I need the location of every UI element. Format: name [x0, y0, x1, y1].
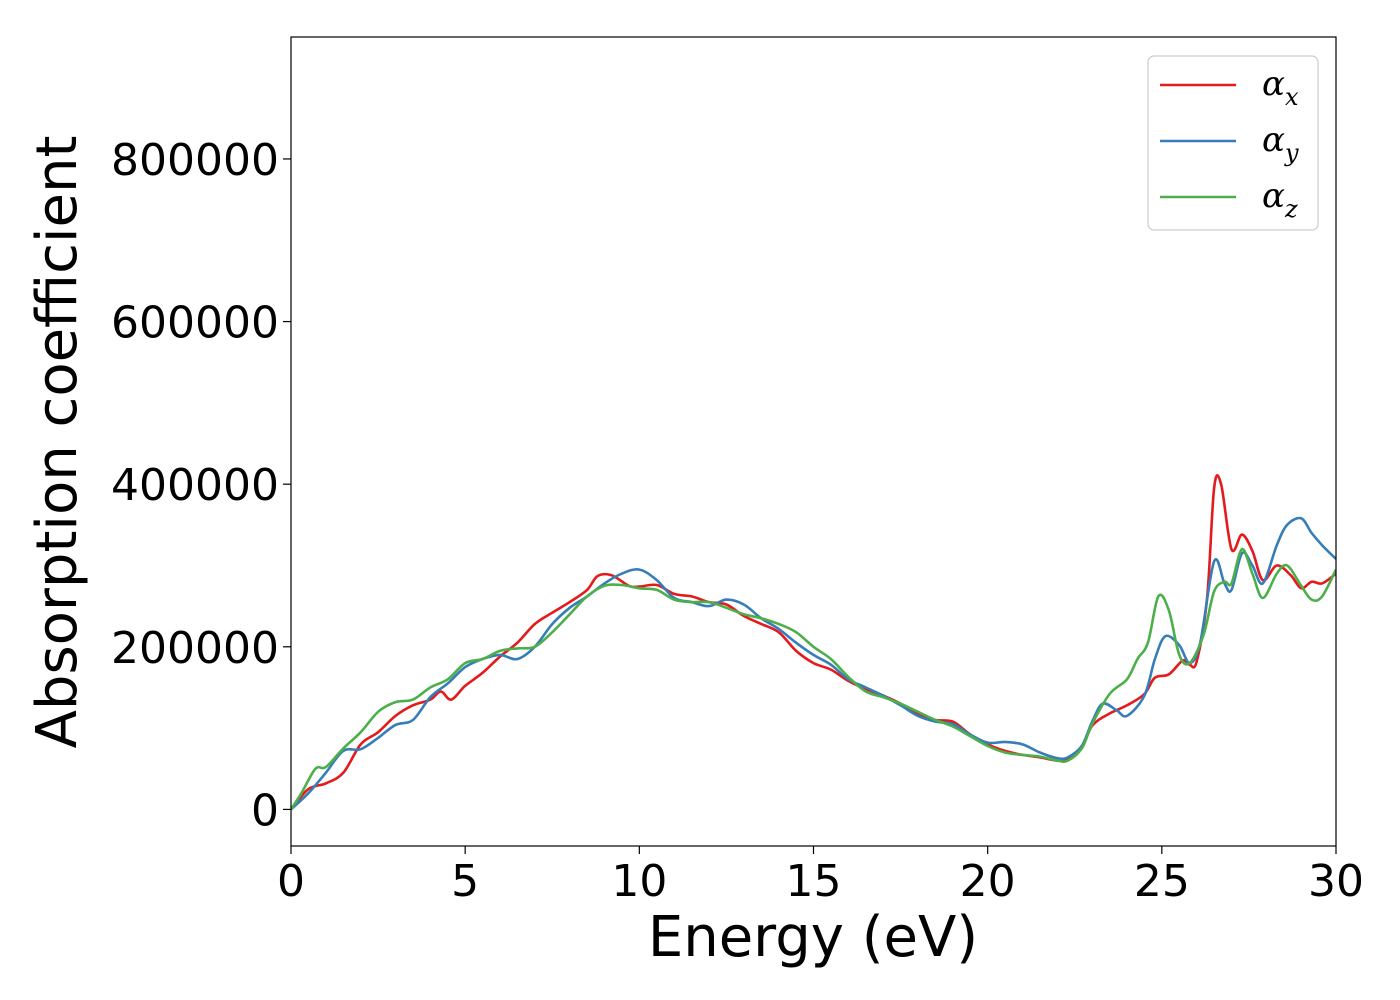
- x-axis-title: Energy (eV): [648, 905, 978, 970]
- legend-label-symbol: α: [1262, 120, 1285, 160]
- x-tick-label: 30: [1308, 856, 1364, 907]
- y-tick-label: 600000: [111, 298, 279, 349]
- legend-label-x: αx: [1262, 64, 1299, 111]
- series-layer: [291, 473, 1336, 811]
- legend-label-symbol: α: [1262, 64, 1285, 104]
- series-line-z: [291, 547, 1336, 811]
- legend-label-subscript: x: [1285, 83, 1299, 111]
- x-tick-label: 10: [611, 856, 667, 907]
- legend-label-subscript: y: [1284, 139, 1299, 167]
- x-tick-label: 20: [960, 856, 1016, 907]
- y-tick-label: 200000: [111, 623, 279, 674]
- legend-label-subscript: z: [1284, 195, 1298, 223]
- series-line-x: [291, 473, 1336, 811]
- legend-box: [1147, 55, 1319, 231]
- y-axis-title: Absorption coefficient: [25, 136, 90, 749]
- y-axis: 0 200000 400000 600000 800000: [111, 135, 291, 836]
- x-tick-label: 25: [1134, 856, 1190, 907]
- legend-label-y: αy: [1262, 120, 1299, 167]
- x-axis: 0 5 10 15 20 25 30: [277, 846, 1364, 907]
- y-tick-label: 0: [251, 785, 279, 836]
- y-tick-label: 800000: [111, 135, 279, 186]
- y-tick-label: 400000: [111, 460, 279, 511]
- x-tick-label: 15: [786, 856, 842, 907]
- x-tick-label: 0: [277, 856, 305, 907]
- x-tick-label: 5: [451, 856, 479, 907]
- legend-label-z: αz: [1262, 176, 1298, 223]
- legend-label-symbol: α: [1262, 176, 1285, 216]
